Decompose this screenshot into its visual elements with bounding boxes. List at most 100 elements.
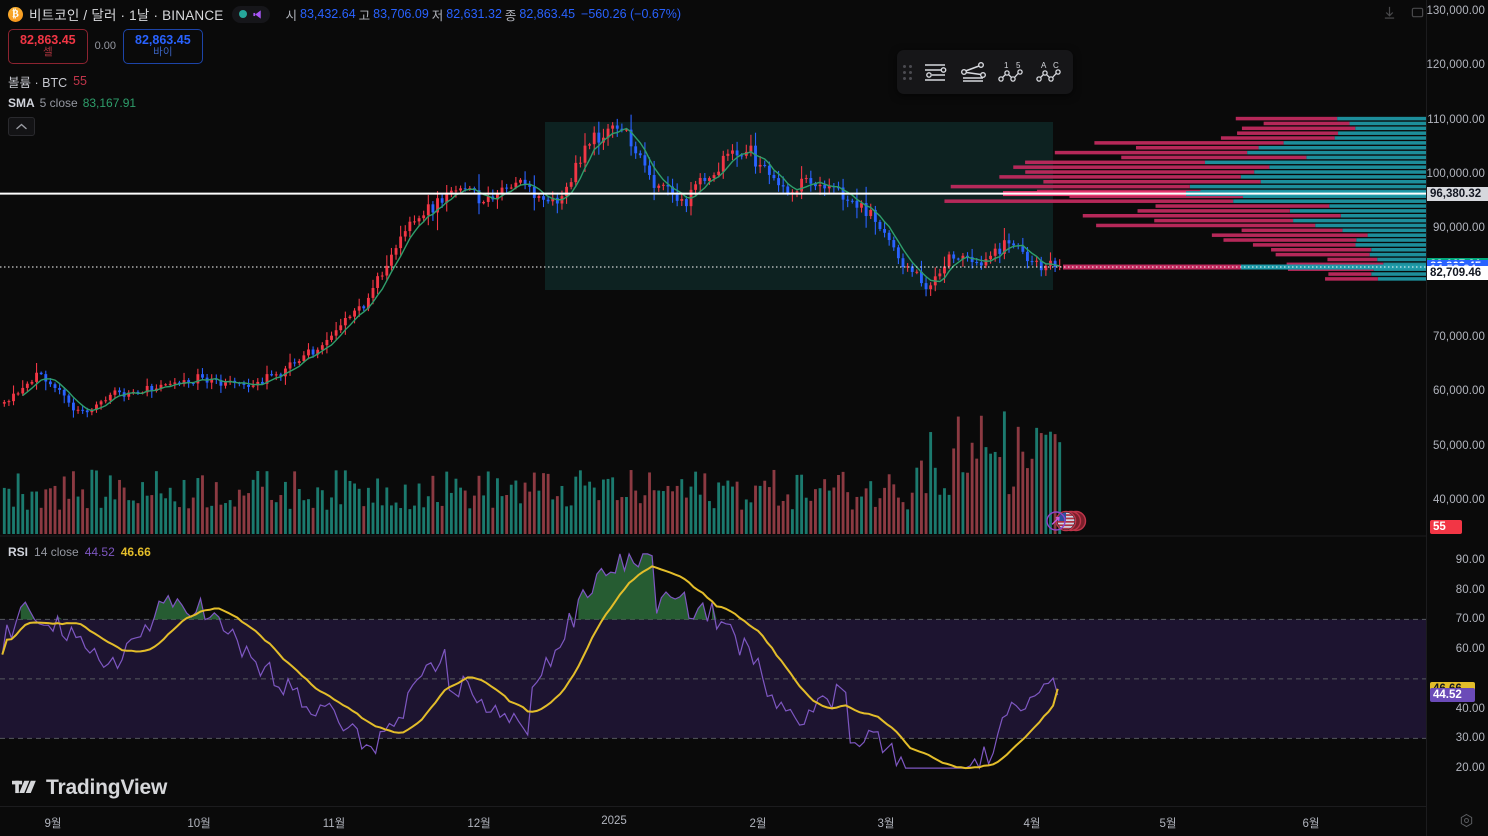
collapse-pane-button[interactable] [8,116,35,136]
volume-bar [781,500,785,534]
volume-bar [837,474,840,534]
volume-bar [1058,442,1062,534]
volume-bar [661,491,665,534]
volume-bar [956,416,960,534]
floating-drawing-toolbar[interactable]: 1 5 A C [897,50,1073,94]
time-axis-tick: 2025 [601,815,627,827]
elliott-impulse-tool-button[interactable]: 1 5 [993,55,1029,89]
volume-bar [620,497,624,534]
volume-profile-buy-bar [1338,131,1426,135]
volume-bar [265,471,269,534]
volume-bar [500,496,504,534]
volume-bar [440,505,444,534]
volume-bar [537,490,541,534]
elliott-correction-tool-button[interactable]: A C [1031,55,1067,89]
horizontal-rays-icon [925,64,947,81]
volume-profile-sell-bar [950,184,1190,189]
market-status-pill[interactable] [231,5,270,23]
volume-profile-sell-bar [1271,248,1372,252]
volume-bar [72,471,75,534]
drag-handle-icon[interactable] [899,59,915,85]
volume-bar [878,498,882,534]
buy-button[interactable]: 82,863.45 바이 [123,29,203,64]
volume-bar [1016,426,1020,534]
volume-profile-sell-bar [1325,277,1378,281]
sma-params: 5 close [39,95,78,110]
time-axis-tick: 2월 [749,818,767,830]
volume-bar [528,491,532,534]
volume-bar [371,502,375,534]
ohlc-value-open: 83,432.64 [300,7,356,21]
time-axis[interactable]: 9월 10월 11월 12월 2025 2월 3월 4월 5월 6월 [0,806,1426,836]
volume-bar [205,507,209,534]
symbol-row: ₿ 비트코인 / 달러 · 1날 · BINANCE 시 83,432.64 고… [8,4,681,24]
volume-bar [164,498,168,534]
volume-bar [818,488,822,534]
volume-bar [256,471,260,534]
volume-bar [758,485,762,534]
us-economic-event-icon[interactable] [1042,508,1088,534]
sma-indicator-legend[interactable]: SMA 5 close 83,167.91 [8,96,681,110]
rsi-pane[interactable] [0,540,1426,806]
volume-profile-sell-bar [1211,233,1368,237]
volume-profile-sell-bar [1275,252,1370,257]
volume-bar [505,494,509,534]
trend-line-tool-button[interactable] [955,55,991,89]
symbol-title[interactable]: 비트코인 / 달러 · 1날 · BINANCE [29,8,224,23]
download-icon[interactable] [1380,3,1398,21]
volume-bar [242,495,246,534]
volume-indicator-legend[interactable]: 볼륨 · BTC 55 [8,72,681,91]
volume-bar [1026,468,1029,534]
window-controls[interactable] [1380,3,1426,21]
volume-bar [786,494,790,534]
volume-bar [680,479,684,534]
svg-text:A: A [1041,61,1047,70]
chart-settings-gear-icon[interactable] [1459,813,1474,828]
volume-bar [173,501,177,534]
volume-bar [104,496,108,534]
volume-bar [735,481,739,534]
volume-bar [182,479,186,534]
volume-bar [159,493,163,534]
volume-bar [380,505,384,534]
volume-profile-sell-bar [1328,272,1372,276]
rsi-line-value: 44.52 [84,545,115,559]
replay-icon[interactable] [252,9,263,20]
price-axis-tick: 110,000.00 [1427,113,1485,126]
volume-bar [35,491,38,534]
sell-button[interactable]: 82,863.45 셀 [8,29,88,64]
volume-bar [979,415,983,534]
volume-bar [62,476,66,534]
watermark-text: TradingView [46,776,168,799]
volume-bar [542,473,545,534]
volume-bar [136,503,140,534]
volume-bar [30,491,34,534]
rsi-indicator-legend[interactable]: RSI 14 close 44.52 46.66 [8,545,151,559]
volume-profile-sell-bar [1025,160,1205,165]
volume-bar [150,495,154,534]
volume-bar [703,473,707,534]
volume-bar [578,470,582,534]
volume-bar [740,509,744,534]
market-open-dot [238,10,247,18]
volume-bar [998,457,1002,534]
ohlc-values: 시 83,432.64 고 83,706.09 저 82,631.32 종 82… [286,5,682,24]
volume-bar [574,476,578,534]
volume-profile-buy-bar [1369,252,1426,257]
volume-bar [514,480,518,534]
volume-bar [376,478,380,534]
horizontal-rays-tool-button[interactable] [917,55,953,89]
volume-profile-buy-bar [1242,194,1426,199]
volume-bar [800,474,804,534]
maximize-icon[interactable] [1408,3,1426,21]
volume-bar [53,485,57,534]
volume-value: 55 [73,74,88,89]
volume-bar [569,505,573,534]
volume-bar [486,471,490,534]
price-pane[interactable] [0,0,1426,538]
ohlc-label-open: 시 [285,8,298,23]
price-axis[interactable]: 130,000.00 120,000.00 110,000.00 100,000.00… [1426,0,1488,836]
volume-bar [357,488,361,534]
volume-bar [224,503,227,534]
ohlc-value-high: 83,706.09 [373,7,429,21]
